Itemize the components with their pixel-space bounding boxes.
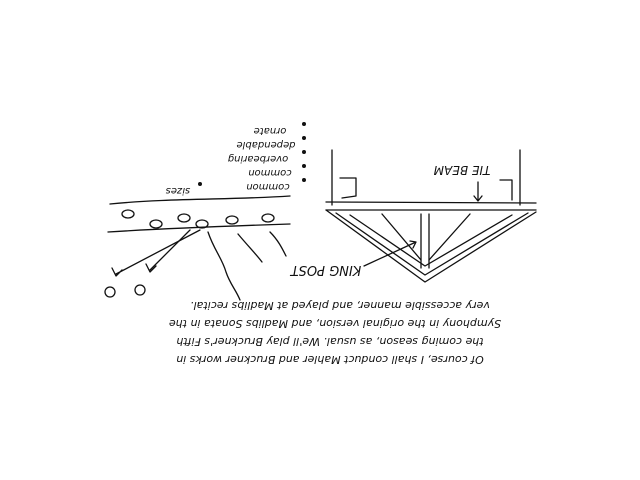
paragraph-line: the coming season, as usual. We'll play …	[176, 335, 483, 348]
handwritten-paragraph: very accessible manner, and played at Ma…	[169, 299, 501, 366]
band-arrow	[111, 229, 201, 277]
legend-item: overbearing	[228, 153, 289, 164]
paragraph-line: Symphony in the original version, and Ma…	[169, 317, 501, 330]
rafter-inner	[349, 214, 513, 267]
struts	[381, 213, 471, 261]
squiggle	[269, 231, 287, 257]
band-arrow	[145, 229, 191, 273]
legend-item: common	[248, 167, 292, 178]
king-post-label: KING POST	[290, 262, 362, 277]
legend-bullet	[198, 182, 202, 186]
tie-beam-top	[325, 201, 537, 204]
legend-bullet	[302, 164, 306, 168]
legend-bullet	[302, 122, 306, 126]
band-dot	[149, 219, 163, 229]
paragraph-line: very accessible manner, and played at Ma…	[190, 299, 490, 312]
legend-item: ornate	[254, 125, 287, 136]
squiggle	[237, 233, 263, 263]
right-bearing-block	[499, 179, 513, 201]
paragraph-line: Of course, I shall conduct Mahler and Br…	[176, 353, 484, 366]
band-dot	[225, 215, 239, 225]
legend-list: ornate dependable overbearing common com…	[166, 122, 306, 196]
band-marker	[134, 284, 146, 296]
band-dot	[261, 213, 275, 223]
rafter-outer	[325, 209, 537, 283]
tie-beam-arrow	[473, 181, 483, 202]
legend-item: sizes	[166, 185, 191, 196]
legend-bullet	[302, 136, 306, 140]
king-post	[420, 213, 430, 269]
rafter-middle	[335, 212, 529, 276]
squiggle	[207, 231, 241, 301]
king-post-arrow	[363, 240, 417, 267]
band-sketch	[104, 195, 291, 301]
legend-bullet	[302, 178, 306, 182]
band-dot	[195, 219, 209, 229]
tie-beam-label: TIE BEAM	[433, 163, 490, 177]
band-dot	[177, 213, 191, 223]
left-bearing-block	[339, 177, 357, 199]
band-marker	[104, 286, 116, 298]
legend-item: common	[246, 181, 290, 192]
band-dot	[121, 209, 135, 219]
legend-item: dependable	[236, 139, 295, 150]
truss-diagram	[325, 149, 537, 283]
band-top-line	[109, 195, 291, 205]
legend-bullet	[302, 150, 306, 154]
